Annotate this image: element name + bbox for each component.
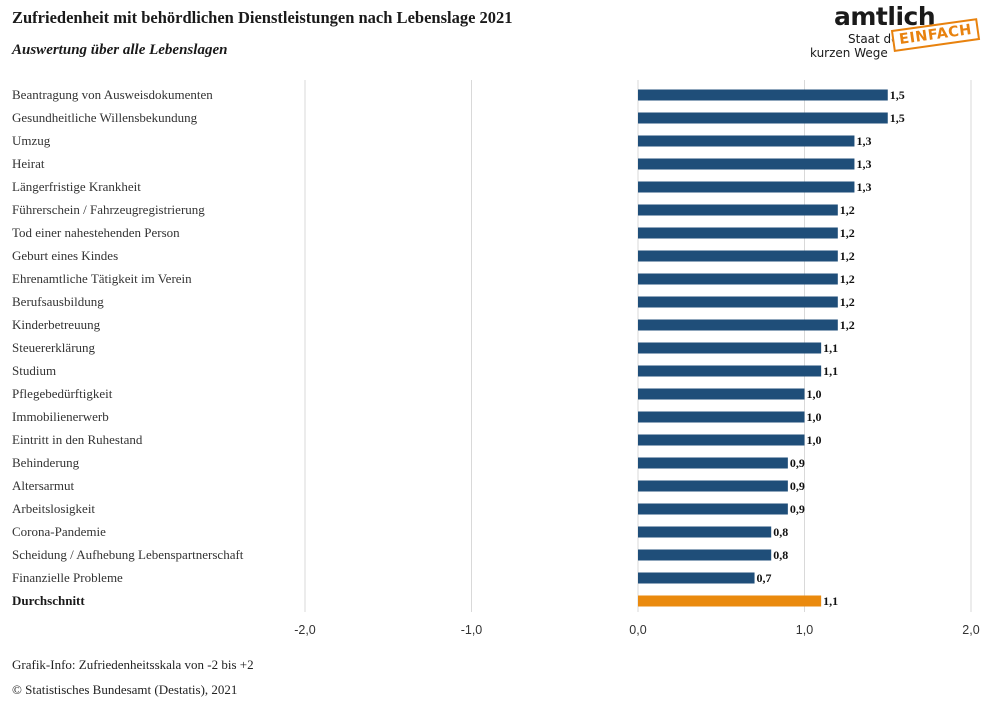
- bar: [638, 273, 838, 285]
- category-label: Behinderung: [12, 455, 80, 470]
- category-label: Längerfristige Krankheit: [12, 179, 141, 194]
- data-label: 1,5: [890, 111, 905, 125]
- category-label: Berufsausbildung: [12, 294, 104, 309]
- category-label: Arbeitslosigkeit: [12, 501, 95, 516]
- copyright-source: © Statistisches Bundesamt (Destatis), 20…: [12, 682, 238, 697]
- chart-info-note: Grafik-Info: Zufriedenheitsskala von -2 …: [12, 657, 254, 672]
- category-label: Eintritt in den Ruhestand: [12, 432, 143, 447]
- category-label: Corona-Pandemie: [12, 524, 106, 539]
- amtlich-einfach-logo: amtlich Staat der kurzen Wege EINFACH: [808, 2, 992, 62]
- bar: [638, 434, 805, 446]
- data-label: 1,5: [890, 88, 905, 102]
- x-tick-label: 1,0: [796, 623, 813, 637]
- chart-title: Zufriedenheit mit behördlichen Dienstlei…: [12, 8, 513, 27]
- category-label: Altersarmut: [12, 478, 74, 493]
- bar: [638, 342, 822, 354]
- data-label: 0,9: [790, 456, 805, 470]
- data-label: 1,2: [840, 318, 855, 332]
- data-label: 0,9: [790, 479, 805, 493]
- bar: [638, 457, 788, 469]
- logo-tagline-line1: Staat der: [848, 32, 904, 46]
- bar: [638, 204, 838, 216]
- category-label: Ehrenamtliche Tätigkeit im Verein: [12, 271, 192, 286]
- bar: [638, 250, 838, 262]
- data-label: 1,1: [823, 341, 838, 355]
- category-label: Immobilienerwerb: [12, 409, 109, 424]
- bar: [638, 572, 755, 584]
- category-label: Gesundheitliche Willensbekundung: [12, 110, 198, 125]
- category-label: Beantragung von Ausweisdokumenten: [12, 87, 213, 102]
- category-label: Pflegebedürftigkeit: [12, 386, 113, 401]
- data-label: 1,3: [856, 180, 871, 194]
- chart-subtitle: Auswertung über alle Lebenslagen: [12, 42, 228, 58]
- category-label: Durchschnitt: [12, 593, 85, 608]
- data-label: 1,0: [807, 410, 822, 424]
- category-label: Heirat: [12, 156, 45, 171]
- bar: [638, 158, 855, 170]
- data-label: 1,0: [807, 433, 822, 447]
- average-bar: [638, 595, 822, 607]
- category-label: Geburt eines Kindes: [12, 248, 118, 263]
- bar: [638, 319, 838, 331]
- bar: [638, 181, 855, 193]
- data-label: 0,9: [790, 502, 805, 516]
- x-tick-label: 2,0: [962, 623, 979, 637]
- bar: [638, 135, 855, 147]
- category-label: Steuererklärung: [12, 340, 96, 355]
- category-label: Führerschein / Fahrzeugregistrierung: [12, 202, 205, 217]
- x-tick-label: 0,0: [629, 623, 646, 637]
- data-label: 1,1: [823, 364, 838, 378]
- data-label: 0,8: [773, 525, 788, 539]
- logo-tagline-line2: kurzen Wege: [810, 46, 888, 60]
- category-label: Kinderbetreuung: [12, 317, 101, 332]
- bar: [638, 89, 888, 101]
- bar: [638, 227, 838, 239]
- bar: [638, 526, 772, 538]
- data-label: 1,3: [856, 134, 871, 148]
- x-tick-label: -2,0: [294, 623, 316, 637]
- data-label: 1,1: [823, 594, 838, 608]
- bar: [638, 112, 888, 124]
- bar: [638, 503, 788, 515]
- bar: [638, 480, 788, 492]
- data-label: 1,2: [840, 226, 855, 240]
- data-label: 1,0: [807, 387, 822, 401]
- data-label: 1,2: [840, 249, 855, 263]
- data-label: 1,3: [856, 157, 871, 171]
- bar: [638, 296, 838, 308]
- data-label: 0,8: [773, 548, 788, 562]
- data-label: 1,2: [840, 295, 855, 309]
- category-label: Umzug: [12, 133, 51, 148]
- category-label: Finanzielle Probleme: [12, 570, 123, 585]
- category-label: Studium: [12, 363, 56, 378]
- data-label: 1,2: [840, 203, 855, 217]
- data-label: 0,7: [757, 571, 772, 585]
- category-label: Scheidung / Aufhebung Lebenspartnerschaf…: [12, 547, 244, 562]
- category-label: Tod einer nahestehenden Person: [12, 225, 180, 240]
- bar: [638, 411, 805, 423]
- bar: [638, 365, 822, 377]
- bar: [638, 549, 772, 561]
- x-tick-label: -1,0: [461, 623, 483, 637]
- bar: [638, 388, 805, 400]
- data-label: 1,2: [840, 272, 855, 286]
